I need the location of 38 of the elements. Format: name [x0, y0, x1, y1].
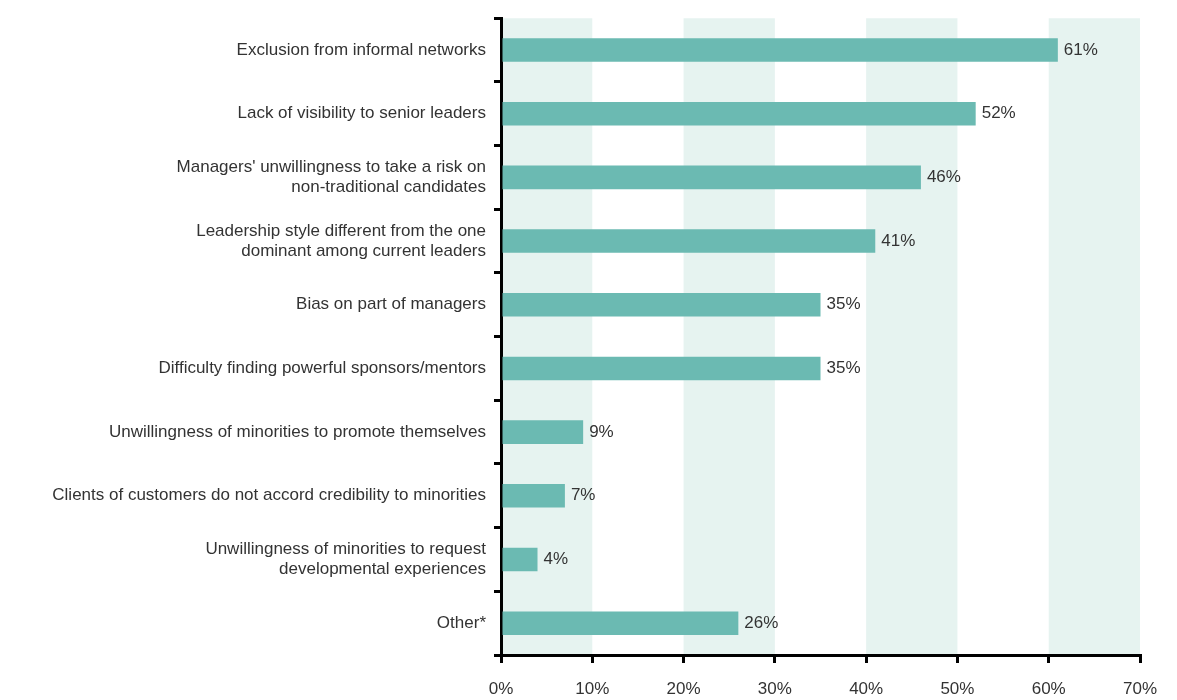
y-tick-label: Bias on part of managers	[296, 294, 486, 314]
y-tick-label: Exclusion from informal networks	[236, 39, 486, 59]
data-label: 7%	[570, 485, 596, 505]
y-tick-label: Managers' unwillingness to take a risk on non-traditional candidates	[176, 156, 486, 197]
data-label: 35%	[826, 294, 861, 314]
y-tick-label: Other*	[436, 612, 487, 632]
y-tick-label: Leadership style different from the one dominant among current leaders	[196, 220, 486, 260]
x-tick-label: 50%	[940, 678, 975, 698]
bar	[502, 356, 821, 381]
data-label: 46%	[926, 167, 961, 187]
data-label: 41%	[881, 230, 916, 250]
bar	[502, 229, 876, 253]
x-tick-label: 20%	[666, 678, 701, 698]
y-tick-label: Clients of customers do not accord credibility to minorities	[52, 485, 486, 505]
bar	[502, 38, 1058, 62]
x-tick-label: 0%	[488, 678, 514, 698]
bar	[502, 420, 584, 444]
bar	[502, 611, 739, 635]
data-label: 26%	[744, 612, 779, 632]
y-tick-label: Difficulty finding powerful sponsors/mentors	[158, 358, 486, 378]
bar	[502, 547, 538, 572]
bar	[502, 484, 565, 508]
bar	[502, 292, 821, 317]
y-tick-label: Unwillingness of minorities to promote themselves	[109, 421, 486, 441]
bar	[502, 165, 921, 190]
data-label: 61%	[1063, 39, 1098, 59]
x-tick-label: 30%	[757, 678, 792, 698]
data-label: 9%	[589, 421, 614, 441]
data-label: 35%	[826, 358, 861, 378]
y-tick-label: Unwillingness of minorities to request developmental experiences	[205, 538, 487, 579]
bar	[502, 101, 976, 126]
x-tick-label: 60%	[1031, 678, 1066, 698]
y-tick-label: Lack of visibility to senior leaders	[237, 103, 486, 123]
x-tick-label: 70%	[1122, 678, 1158, 698]
data-label: 4%	[543, 549, 569, 569]
data-label: 52%	[981, 103, 1016, 123]
x-tick-label: 10%	[575, 678, 610, 698]
x-tick-label: 40%	[849, 678, 884, 698]
